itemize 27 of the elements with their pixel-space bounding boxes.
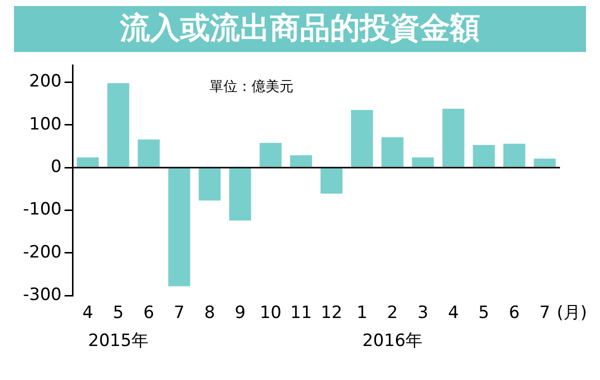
y-tick-label: 0: [50, 157, 62, 178]
x-tick-label: 3: [418, 303, 428, 324]
x-tick-label: 6: [143, 303, 154, 324]
y-tick-label: -200: [22, 242, 62, 262]
x-tick-label: 10: [260, 303, 282, 324]
text: 2015年: [88, 331, 148, 352]
x-tick-label: 2: [387, 303, 398, 324]
chart-title: 流入或流出商品的投資金額: [14, 6, 586, 52]
x-tick-label: 9: [234, 303, 246, 324]
x-tick-label: 7: [539, 303, 550, 324]
y-tick-label: -100: [22, 200, 62, 220]
x-tick-label: 4: [82, 303, 94, 324]
x-tick-label: 11: [290, 303, 312, 324]
x-tick-label: 5: [478, 303, 490, 324]
x-tick-label: 4: [448, 303, 459, 324]
text: (月): [556, 303, 588, 324]
x-tick-label: 12: [320, 303, 342, 324]
x-tick-label: 6: [508, 303, 520, 324]
y-axis-title: 單位：億美元: [210, 78, 294, 95]
text: 2016年: [362, 331, 423, 352]
x-tick-label: 1: [356, 303, 368, 324]
y-tick-label: 100: [29, 114, 62, 134]
y-tick-label: -300: [22, 285, 62, 306]
x-tick-label: 5: [112, 303, 124, 324]
y-tick-label: 200: [29, 72, 62, 92]
x-tick-label: 8: [204, 303, 216, 324]
x-tick-label: 7: [174, 303, 185, 324]
